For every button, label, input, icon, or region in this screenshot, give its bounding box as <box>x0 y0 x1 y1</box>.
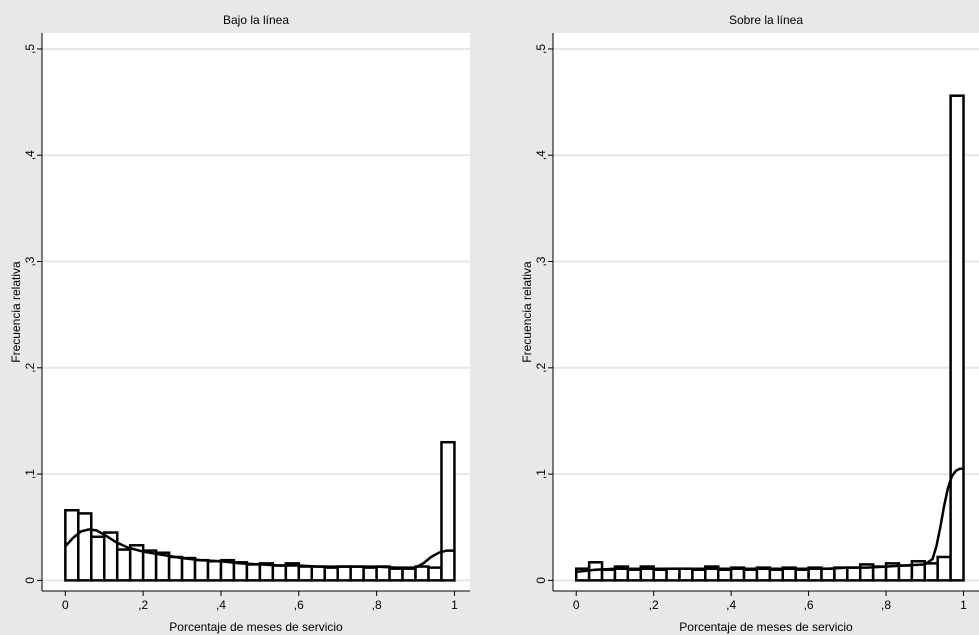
panel-title-strip <box>42 12 470 32</box>
histogram-bar <box>665 567 681 582</box>
histogram-bar <box>833 566 849 582</box>
histogram-bar <box>794 568 810 582</box>
histogram-bar <box>271 564 288 582</box>
histogram-bar <box>691 568 707 582</box>
x-tick-label: ,4 <box>216 598 226 612</box>
y-tick-label: ,4 <box>23 150 37 160</box>
histogram-bar <box>362 566 378 582</box>
histogram-bar <box>77 512 93 582</box>
histogram-bar <box>115 548 132 582</box>
x-tick-label: 1 <box>960 598 967 612</box>
y-tick-label: 0 <box>23 577 37 584</box>
y-tick-label: ,4 <box>534 150 548 160</box>
histogram-bar <box>323 566 339 582</box>
histogram-bar <box>846 566 862 582</box>
density-curve <box>64 528 455 569</box>
density-curve <box>576 467 964 574</box>
x-tick-label: ,6 <box>804 598 814 612</box>
histogram-bar <box>141 549 158 582</box>
histogram-bar <box>652 568 668 582</box>
x-tick-label: ,8 <box>881 598 891 612</box>
y-tick-label: ,5 <box>534 44 548 54</box>
y-tick-label: 0 <box>534 577 548 584</box>
y-tick-label: ,5 <box>23 44 37 54</box>
histogram-bar <box>820 567 836 582</box>
y-tick-label: ,1 <box>23 469 37 479</box>
histogram-bar <box>414 565 430 582</box>
y-tick-label: ,2 <box>23 362 37 372</box>
histogram-bar <box>245 563 262 582</box>
histogram-bar <box>388 567 404 582</box>
histogram-bar <box>232 561 249 582</box>
histogram-bar <box>401 567 417 582</box>
y-tick-label: ,2 <box>534 362 548 372</box>
histogram-bar <box>768 568 785 582</box>
histogram-bar <box>90 535 106 582</box>
y-tick-label: ,3 <box>23 256 37 266</box>
x-tick-label: 1 <box>451 598 458 612</box>
plot-area <box>553 33 979 591</box>
chart-panel-2: Sobre la línea 0 ,1 ,2 ,3 ,4 ,5 0 ,2 ,4 ,6 ,8 1 Porce… <box>520 12 979 634</box>
histogram-bar <box>310 565 326 582</box>
histogram-bar <box>336 565 352 582</box>
plot-area <box>42 33 470 591</box>
histogram-bar <box>427 566 443 582</box>
y-tick-label: ,3 <box>534 256 548 266</box>
panel-title: Bajo la línea <box>223 13 289 27</box>
x-tick-label: 0 <box>62 598 69 612</box>
x-tick-label: 0 <box>573 598 580 612</box>
histogram-bar <box>193 558 210 582</box>
chart-panel-1: Bajo la línea 0 ,1 ,2 ,3 ,4 ,5 0 ,2 ,4 ,6 ,8 1 Porcen… <box>9 12 470 634</box>
x-axis-title: Porcentaje de meses de servicio <box>679 620 853 634</box>
histogram-bar <box>600 568 617 582</box>
histogram-bar <box>440 440 456 582</box>
x-tick-label: ,8 <box>372 598 382 612</box>
histogram-bar <box>923 562 939 582</box>
x-tick-label: ,2 <box>649 598 659 612</box>
x-tick-label: ,6 <box>294 598 304 612</box>
histogram-bar <box>349 565 365 582</box>
histogram-bar <box>678 567 694 582</box>
histogram-bar <box>949 94 965 582</box>
x-tick-label: ,4 <box>726 598 736 612</box>
y-tick-label: ,1 <box>534 469 548 479</box>
histogram-bar <box>936 555 952 582</box>
x-tick-label: ,2 <box>138 598 148 612</box>
x-axis-title: Porcentaje de meses de servicio <box>169 620 343 634</box>
histogram-bar <box>897 564 914 582</box>
histogram-bar <box>167 555 184 582</box>
panel-title: Sobre la línea <box>729 13 803 27</box>
panel-title-strip <box>553 12 979 32</box>
histogram-bar <box>742 568 759 582</box>
histogram-bar <box>297 565 314 582</box>
histogram-bar <box>716 568 733 582</box>
histogram-bar <box>626 568 643 582</box>
histogram-bar <box>375 565 391 582</box>
y-axis-title: Frecuencia relativa <box>9 261 23 363</box>
histogram-bar <box>206 559 223 582</box>
histogram-bar <box>871 565 888 582</box>
histogram-bar <box>180 556 197 582</box>
y-axis-title: Frecuencia relativa <box>520 261 534 363</box>
